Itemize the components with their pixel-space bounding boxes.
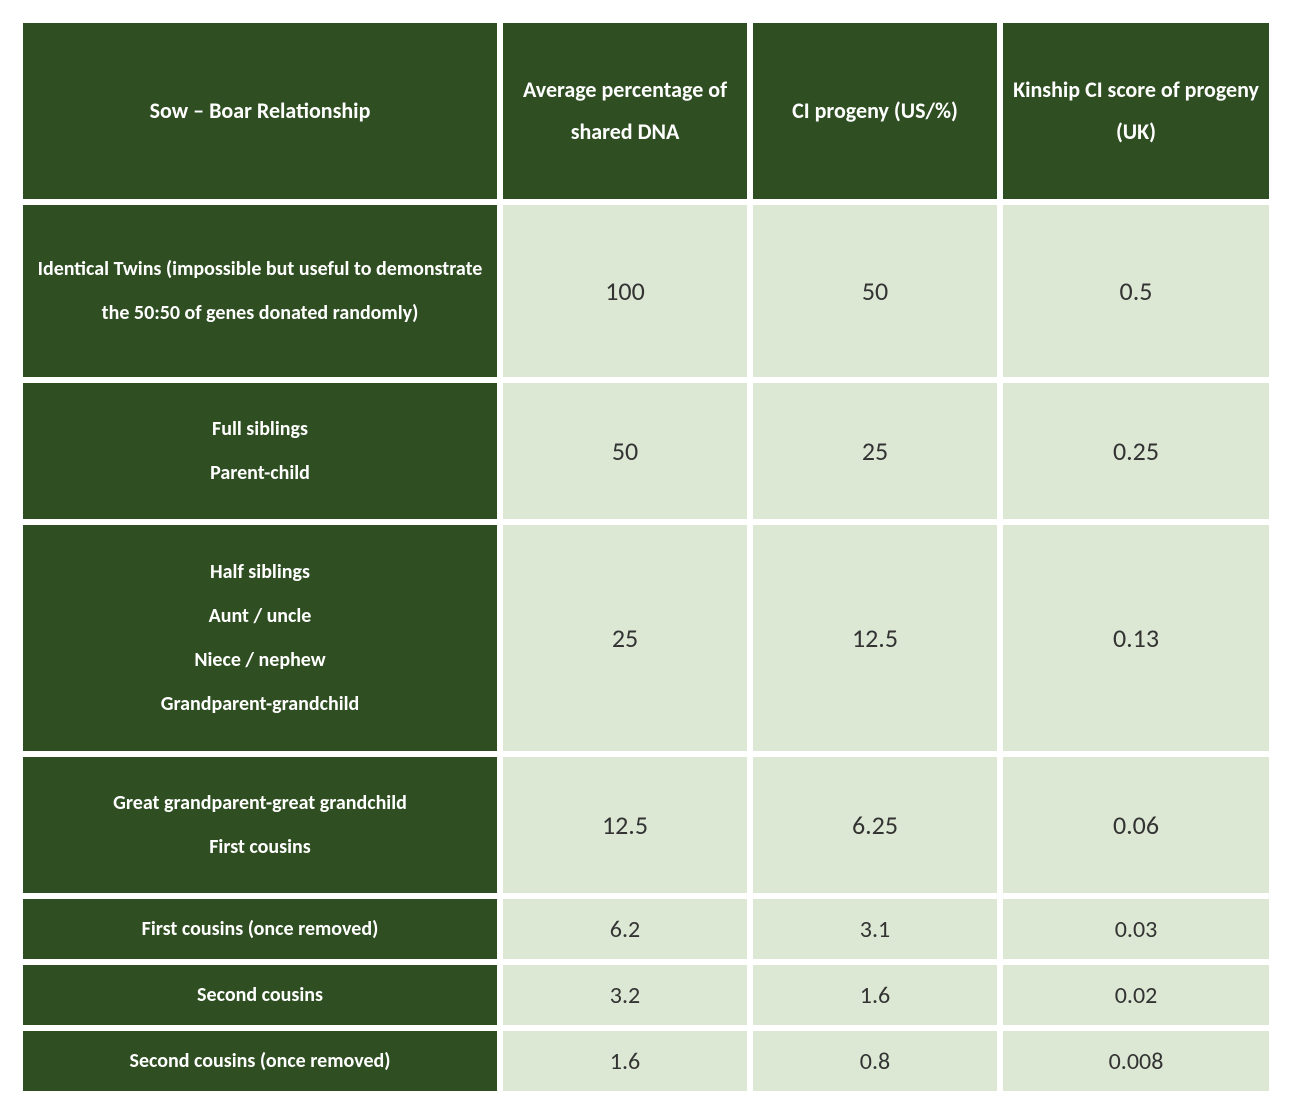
table-row: Full siblingsParent-child50250.25 <box>20 380 1272 522</box>
row-header-relationship: Second cousins <box>20 962 500 1028</box>
table-row: Second cousins (once removed) 1.60.80.008 <box>20 1028 1272 1094</box>
table-row: Identical Twins (impossible but useful t… <box>20 202 1272 380</box>
cell-avg-dna: 25 <box>500 522 750 754</box>
cell-avg-dna: 12.5 <box>500 754 750 896</box>
relationship-line: Identical Twins (impossible but useful t… <box>33 247 487 335</box>
col-header-ci-progeny: CI progeny (US/%) <box>750 20 1000 202</box>
relationship-line: Second cousins (once removed) <box>33 1047 487 1075</box>
cell-kinship-ci: 0.06 <box>1000 754 1272 896</box>
table-row: Half siblingsAunt / uncleNiece / nephewG… <box>20 522 1272 754</box>
relationship-line: Aunt / uncle <box>33 594 487 638</box>
cell-ci-progeny: 1.6 <box>750 962 1000 1028</box>
cell-ci-progeny: 0.8 <box>750 1028 1000 1094</box>
row-header-relationship: Great grandparent-great grandchildFirst … <box>20 754 500 896</box>
relationship-line: First cousins <box>33 825 487 869</box>
cell-avg-dna: 100 <box>500 202 750 380</box>
cell-avg-dna: 50 <box>500 380 750 522</box>
relationship-line: First cousins (once removed) <box>33 915 487 943</box>
kinship-table-container: Sow – Boar Relationship Average percenta… <box>20 20 1272 1094</box>
row-header-relationship: Half siblingsAunt / uncleNiece / nephewG… <box>20 522 500 754</box>
cell-ci-progeny: 25 <box>750 380 1000 522</box>
relationship-line: Full siblings <box>33 407 487 451</box>
cell-avg-dna: 1.6 <box>500 1028 750 1094</box>
relationship-line: Great grandparent-great grandchild <box>33 781 487 825</box>
cell-kinship-ci: 0.13 <box>1000 522 1272 754</box>
col-header-relationship: Sow – Boar Relationship <box>20 20 500 202</box>
table-row: Great grandparent-great grandchildFirst … <box>20 754 1272 896</box>
col-header-kinship-ci: Kinship CI score of progeny (UK) <box>1000 20 1272 202</box>
cell-ci-progeny: 50 <box>750 202 1000 380</box>
table-row: First cousins (once removed) 6.23.10.03 <box>20 896 1272 962</box>
table-header-row: Sow – Boar Relationship Average percenta… <box>20 20 1272 202</box>
relationship-line: Parent-child <box>33 451 487 495</box>
row-header-relationship: Full siblingsParent-child <box>20 380 500 522</box>
row-header-relationship: First cousins (once removed) <box>20 896 500 962</box>
row-header-relationship: Second cousins (once removed) <box>20 1028 500 1094</box>
cell-kinship-ci: 0.008 <box>1000 1028 1272 1094</box>
cell-kinship-ci: 0.25 <box>1000 380 1272 522</box>
cell-ci-progeny: 12.5 <box>750 522 1000 754</box>
table-row: Second cousins 3.21.60.02 <box>20 962 1272 1028</box>
relationship-line: Half siblings <box>33 550 487 594</box>
row-header-relationship: Identical Twins (impossible but useful t… <box>20 202 500 380</box>
relationship-line: Niece / nephew <box>33 638 487 682</box>
cell-kinship-ci: 0.5 <box>1000 202 1272 380</box>
cell-avg-dna: 6.2 <box>500 896 750 962</box>
cell-kinship-ci: 0.03 <box>1000 896 1272 962</box>
cell-avg-dna: 3.2 <box>500 962 750 1028</box>
relationship-line: Second cousins <box>33 981 487 1009</box>
kinship-table: Sow – Boar Relationship Average percenta… <box>20 20 1272 1094</box>
col-header-avg-dna: Average percentage of shared DNA <box>500 20 750 202</box>
cell-kinship-ci: 0.02 <box>1000 962 1272 1028</box>
table-body: Identical Twins (impossible but useful t… <box>20 202 1272 1094</box>
cell-ci-progeny: 3.1 <box>750 896 1000 962</box>
cell-ci-progeny: 6.25 <box>750 754 1000 896</box>
relationship-line: Grandparent-grandchild <box>33 682 487 726</box>
